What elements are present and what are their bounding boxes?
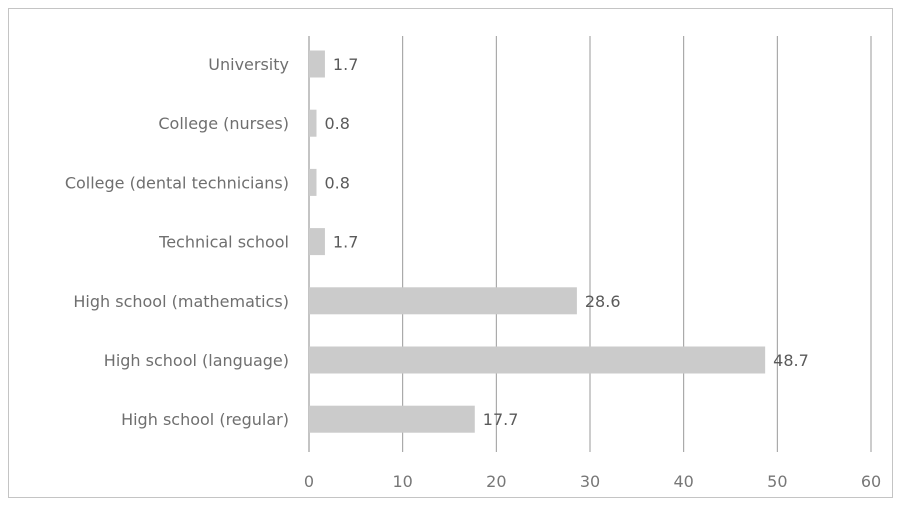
category-label: High school (mathematics) bbox=[73, 292, 289, 311]
x-tick-label: 40 bbox=[673, 472, 693, 491]
category-labels: University College (nurses) College (denta… bbox=[65, 55, 289, 429]
category-label: Technical school bbox=[158, 233, 289, 252]
bar bbox=[309, 346, 766, 374]
data-labels: 1.7 0.8 0.8 1.7 28.6 48.7 17.7 bbox=[324, 55, 808, 429]
x-tick-label: 10 bbox=[392, 472, 412, 491]
x-tick-label: 30 bbox=[580, 472, 600, 491]
x-tick-label: 50 bbox=[767, 472, 787, 491]
data-label: 1.7 bbox=[333, 233, 358, 252]
data-label: 17.7 bbox=[483, 410, 519, 429]
bar bbox=[309, 168, 317, 196]
grid-lines bbox=[308, 36, 872, 452]
bar bbox=[309, 405, 475, 433]
category-label: College (dental technicians) bbox=[65, 173, 289, 192]
bar bbox=[309, 287, 577, 315]
category-label: College (nurses) bbox=[158, 114, 289, 133]
data-label: 28.6 bbox=[585, 292, 621, 311]
data-label: 48.7 bbox=[773, 351, 809, 370]
bars bbox=[309, 50, 766, 433]
data-label: 0.8 bbox=[324, 173, 349, 192]
data-label: 0.8 bbox=[324, 114, 349, 133]
category-label: High school (language) bbox=[104, 351, 289, 370]
bar bbox=[309, 50, 325, 78]
category-label: University bbox=[208, 55, 289, 74]
data-label: 1.7 bbox=[333, 55, 358, 74]
category-label: High school (regular) bbox=[121, 410, 289, 429]
x-tick-label: 20 bbox=[486, 472, 506, 491]
x-tick-label: 60 bbox=[861, 472, 881, 491]
bar bbox=[309, 228, 325, 256]
x-axis-tick-labels: 0 10 20 30 40 50 60 bbox=[304, 472, 881, 491]
x-tick-label: 0 bbox=[304, 472, 314, 491]
bar bbox=[309, 109, 317, 137]
